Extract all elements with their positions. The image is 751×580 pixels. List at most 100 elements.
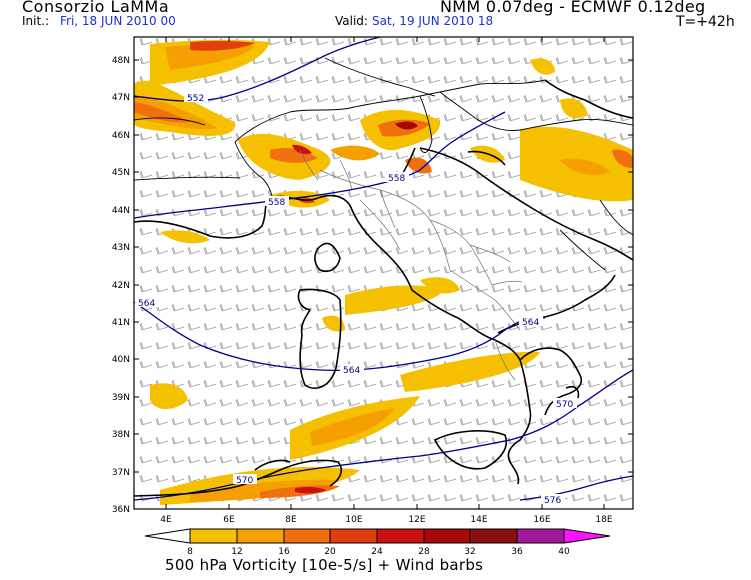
wind-barb [507, 94, 521, 103]
wind-barb [315, 37, 329, 46]
wind-barb [443, 113, 457, 122]
wind-barb [587, 360, 601, 369]
wind-barb [283, 227, 297, 236]
wind-barb [331, 37, 345, 46]
regional-borders [299, 149, 523, 381]
lon-label: 12E [408, 515, 425, 525]
wind-barb [203, 208, 217, 217]
wind-barb [619, 417, 633, 426]
wind-barb [347, 227, 361, 236]
wind-barb [267, 436, 281, 445]
init-label: Init.: [22, 14, 50, 28]
wind-barb [363, 341, 377, 350]
colorbar: 8 12 16 20 24 28 32 36 40 [144, 528, 611, 557]
wind-barb [443, 37, 457, 46]
wind-barb [619, 132, 633, 141]
wind-barb [459, 398, 473, 407]
wind-barb [267, 417, 281, 426]
wind-barb [427, 474, 441, 483]
wind-barb [203, 436, 217, 445]
wind-barb [235, 75, 249, 84]
wind-barb [411, 265, 425, 274]
wind-barb [475, 189, 489, 198]
wind-barb [299, 94, 313, 103]
wind-barb [155, 132, 169, 141]
wind-barb [235, 94, 249, 103]
wind-barb [187, 303, 201, 312]
wind-barb [555, 341, 569, 350]
wind-barb [443, 303, 457, 312]
wind-barb [539, 379, 553, 388]
wind-barb [139, 341, 153, 350]
wind-barb [235, 398, 249, 407]
wind-barb [587, 94, 601, 103]
wind-barb [507, 56, 521, 65]
wind-barb [571, 75, 585, 84]
wind-barb [251, 265, 265, 274]
wind-barb [299, 227, 313, 236]
wind-barb [219, 284, 233, 293]
wind-barb [571, 474, 585, 483]
wind-barb [443, 132, 457, 141]
wind-barb [299, 132, 313, 141]
wind-barb [395, 246, 409, 255]
wind-barb [443, 75, 457, 84]
wind-barb [427, 417, 441, 426]
wind-barb [139, 170, 153, 179]
wind-barb [203, 265, 217, 274]
wind-barb [171, 132, 185, 141]
wind-barb [363, 493, 377, 502]
wind-barb [235, 341, 249, 350]
wind-barb [491, 189, 505, 198]
wind-barb [139, 398, 153, 407]
wind-barb [219, 227, 233, 236]
wind-barb [395, 227, 409, 236]
wind-barb [155, 189, 169, 198]
wind-barb [555, 379, 569, 388]
wind-barb [443, 341, 457, 350]
wind-barb [251, 322, 265, 331]
wind-barb [171, 265, 185, 274]
wind-barb [571, 436, 585, 445]
wind-barb [571, 322, 585, 331]
wind-barb [475, 265, 489, 274]
wind-barb [347, 398, 361, 407]
wind-barb [491, 75, 505, 84]
wind-barb [475, 246, 489, 255]
wind-barb [155, 417, 169, 426]
colorbar-swatch [189, 528, 238, 544]
wind-barb [171, 474, 185, 483]
wind-barb [379, 341, 393, 350]
wind-barb [619, 75, 633, 84]
wind-barb [315, 75, 329, 84]
wind-barb [427, 341, 441, 350]
wind-barb [139, 322, 153, 331]
wind-barb [283, 379, 297, 388]
wind-barb [571, 265, 585, 274]
wind-barb [459, 94, 473, 103]
wind-barb [555, 417, 569, 426]
wind-barb [235, 322, 249, 331]
wind-barb [475, 56, 489, 65]
wind-barb [299, 37, 313, 46]
wind-barb [283, 398, 297, 407]
wind-barb [539, 360, 553, 369]
wind-barb [155, 284, 169, 293]
wind-barb [251, 208, 265, 217]
wind-barb [619, 303, 633, 312]
wind-barb [283, 246, 297, 255]
wind-barb [587, 37, 601, 46]
wind-barb [363, 189, 377, 198]
wind-barb [539, 246, 553, 255]
wind-barb [507, 379, 521, 388]
wind-barb [507, 417, 521, 426]
wind-barb [395, 151, 409, 160]
wind-barb [187, 474, 201, 483]
wind-barb [443, 417, 457, 426]
wind-barb [235, 379, 249, 388]
wind-barb [283, 303, 297, 312]
wind-barb [219, 303, 233, 312]
wind-barb [475, 284, 489, 293]
wind-barb [139, 417, 153, 426]
wind-barb [475, 436, 489, 445]
